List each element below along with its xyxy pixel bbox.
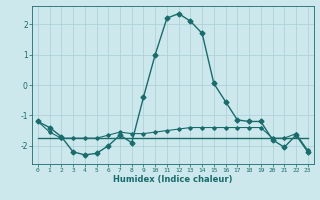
X-axis label: Humidex (Indice chaleur): Humidex (Indice chaleur): [113, 175, 233, 184]
